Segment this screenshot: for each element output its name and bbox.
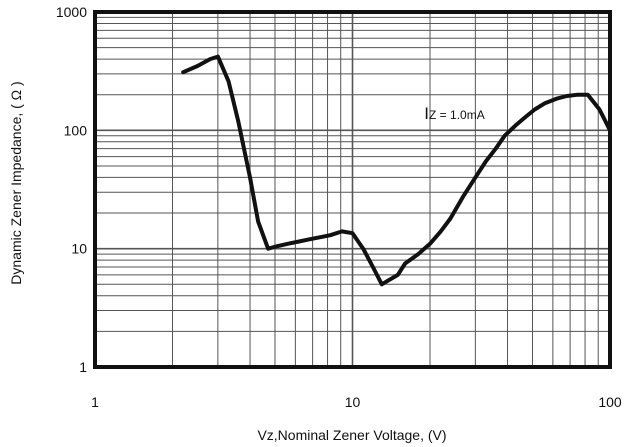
- series-layer: [183, 57, 610, 285]
- impedance-curve: [183, 57, 610, 285]
- y-tick-label: 100: [64, 122, 88, 138]
- x-tick-label: 1: [91, 394, 99, 410]
- x-tick-labels: 1 10 100: [91, 394, 622, 410]
- x-axis-title: Vz,Nominal Zener Voltage, (V): [257, 427, 446, 443]
- x-tick-label: 100: [598, 394, 622, 410]
- y-tick-labels: 1 10 100 1000: [56, 4, 87, 375]
- y-tick-label: 1000: [56, 4, 87, 20]
- y-tick-label: 10: [71, 241, 87, 257]
- annotation-value: = 1.0mA: [436, 108, 484, 122]
- y-tick-label: 1: [79, 359, 87, 375]
- y-axis-title: Dynamic Zener Impedance, ( Ω ): [8, 81, 24, 284]
- x-tick-label: 10: [345, 394, 361, 410]
- annotation-subscript: Z: [429, 108, 436, 122]
